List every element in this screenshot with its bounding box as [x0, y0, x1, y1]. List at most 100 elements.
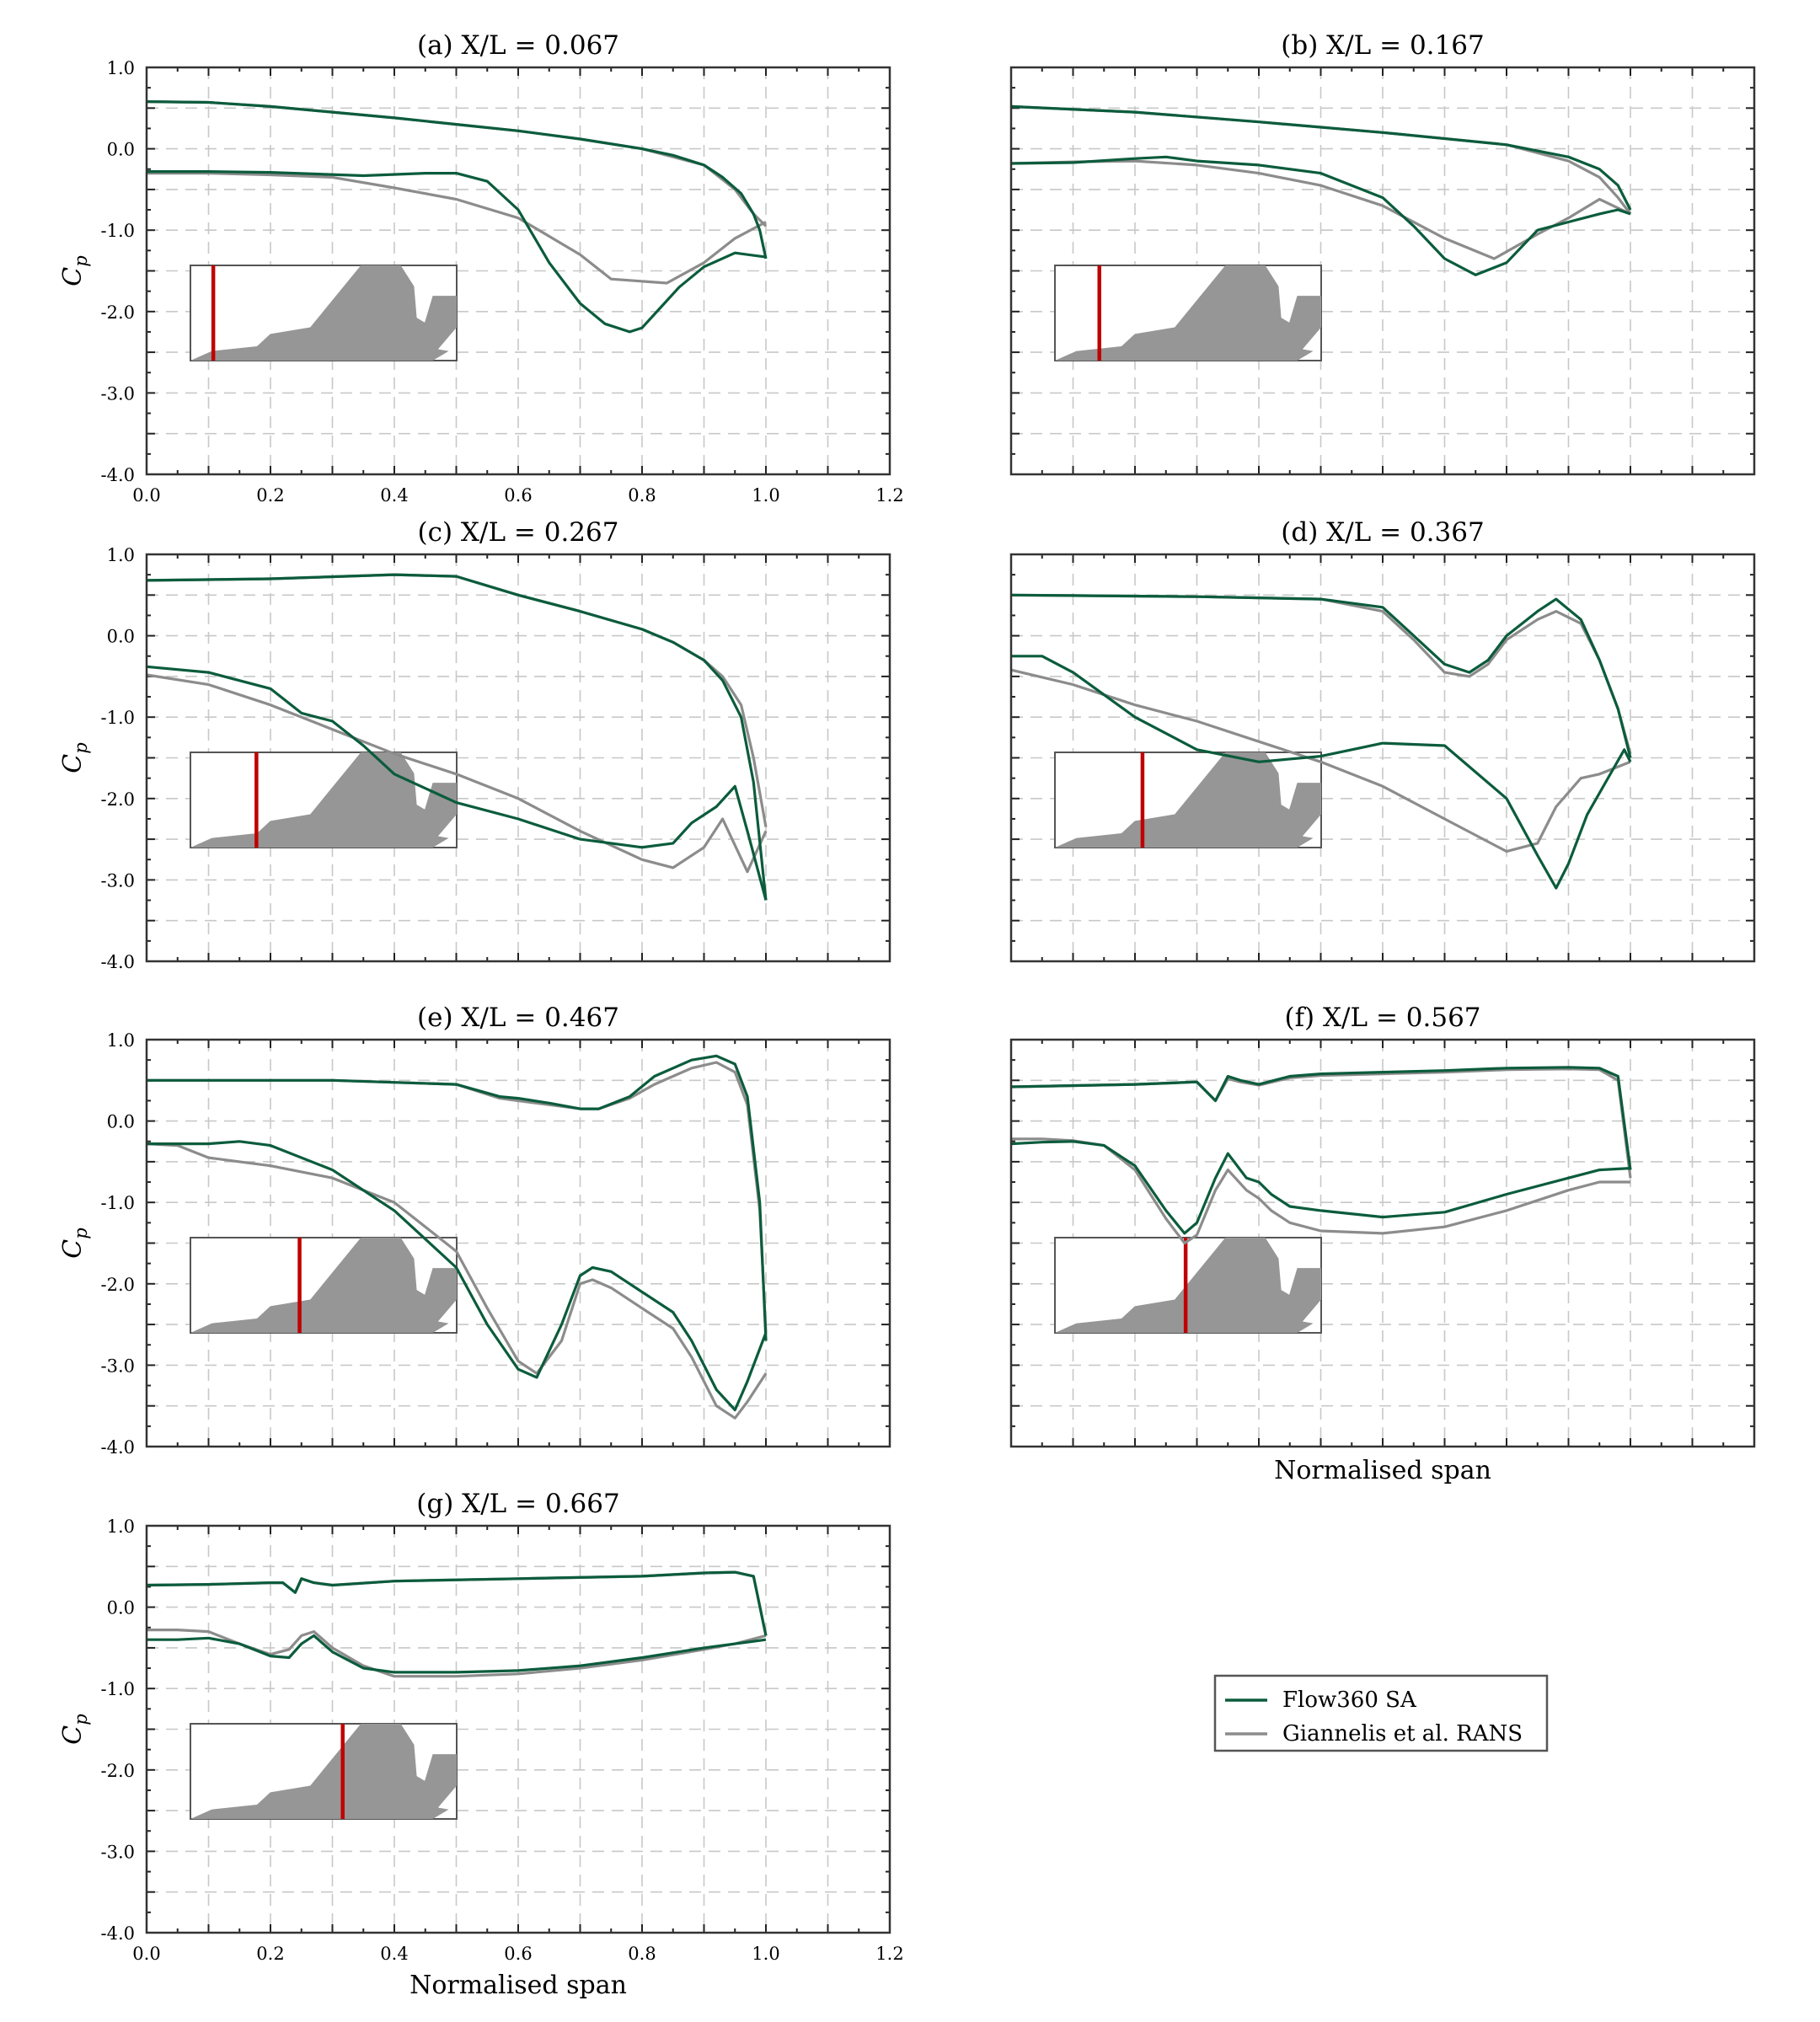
inset: [1054, 752, 1322, 848]
y-tick-label: -3.0: [101, 1842, 136, 1862]
panel-6: (f) X/L = 0.567 Normalised span: [1009, 1003, 1756, 1485]
series-line-flow360: [1010, 1066, 1632, 1170]
series-line-flow360: [147, 170, 767, 334]
y-tick-label: 0.0: [107, 627, 135, 647]
panel-title: (a) X/L = 0.067: [417, 30, 619, 61]
panel-title: (e) X/L = 0.467: [417, 1003, 619, 1033]
x-tick-label: 0.6: [504, 1944, 532, 1964]
plot-frame: [145, 66, 891, 476]
series-line-flow360: [146, 100, 768, 259]
x-tick-label: 1.2: [875, 1944, 903, 1964]
x-tick-label: 0.2: [256, 485, 284, 506]
x-axis-label: Normalised span: [1274, 1456, 1491, 1485]
y-tick-label: -2.0: [101, 302, 136, 323]
x-tick-label: 0.4: [380, 485, 408, 506]
panel-2: (b) X/L = 0.167: [1009, 30, 1756, 476]
plot-frame: [145, 553, 891, 963]
series-line-flow360: [147, 1054, 768, 1341]
y-tick-label: -4.0: [101, 1437, 136, 1458]
y-tick-label: -3.0: [101, 870, 136, 891]
y-axis-label: Cp: [58, 1714, 91, 1744]
panel-title: (d) X/L = 0.367: [1281, 517, 1484, 548]
panel-title: (b) X/L = 0.167: [1281, 30, 1484, 61]
y-tick-label: -1.0: [101, 221, 136, 241]
series-line-giannelis: [146, 1142, 768, 1420]
y-tick-label: 0.0: [107, 1598, 135, 1618]
y-tick-label: -2.0: [101, 1275, 136, 1295]
inset: [1054, 265, 1322, 361]
x-axis-label: Normalised span: [410, 1971, 627, 2000]
y-axis-label: Cp: [58, 1228, 91, 1258]
x-tick-label: 0.2: [256, 1944, 284, 1964]
panel-5: 1.0 0.0 -1.0 -2.0 -3.0 -4.0 (e) X/L = 0.467 Cp: [58, 1003, 891, 1458]
series-line-flow360: [147, 1140, 768, 1412]
inset: [190, 752, 458, 848]
inset-planform-shape: [1055, 752, 1321, 848]
series-line-flow360: [1010, 1140, 1631, 1235]
y-axis-label: Cp: [58, 255, 91, 286]
inset-planform-shape: [190, 1238, 457, 1333]
inset: [190, 1723, 458, 1820]
plot-frame: [145, 1524, 891, 1934]
inset-planform-shape: [190, 1724, 457, 1819]
series-line-flow360: [146, 665, 768, 901]
y-tick-label: -3.0: [101, 383, 136, 404]
inset-planform-shape: [1055, 1238, 1321, 1333]
legend-label-flow360: Flow360 SA: [1282, 1688, 1417, 1713]
plot-frame: [145, 1038, 891, 1448]
y-tick-label: -4.0: [101, 952, 136, 972]
y-tick-label: 1.0: [107, 545, 135, 565]
inset: [190, 265, 458, 361]
y-tick-label: 0.0: [107, 140, 135, 160]
y-tick-label: 1.0: [107, 58, 135, 78]
series-line-giannelis: [146, 673, 768, 874]
series-line-flow360: [146, 1570, 768, 1636]
plot-frame: [1009, 553, 1756, 963]
inset-planform-shape: [190, 752, 457, 848]
inset: [190, 1237, 458, 1334]
panel-4: (d) X/L = 0.367: [1009, 517, 1756, 963]
x-tick-label: 0.8: [628, 485, 656, 506]
series-line-flow360: [146, 573, 768, 901]
y-tick-label: -2.0: [101, 1761, 136, 1781]
inset-planform-shape: [1055, 265, 1321, 361]
series-line-flow360: [1010, 104, 1632, 211]
x-tick-label: 0.6: [504, 485, 532, 506]
y-axis-label: Cp: [58, 742, 91, 773]
legend-frame: [1213, 1674, 1549, 1752]
x-tick-label: 1.0: [752, 485, 779, 506]
y-tick-label: -4.0: [101, 1923, 136, 1944]
y-tick-label: -3.0: [101, 1356, 136, 1376]
y-tick-label: 1.0: [107, 1030, 135, 1051]
x-tick-label: 0.0: [132, 1944, 160, 1964]
series-line-giannelis: [147, 172, 767, 285]
plot-frame: [1009, 66, 1756, 476]
legend-label-giannelis: Giannelis et al. RANS: [1282, 1721, 1523, 1747]
x-tick-label: 0.8: [628, 1944, 656, 1964]
x-tick-label: 0.4: [380, 1944, 408, 1964]
y-tick-label: -2.0: [101, 789, 136, 810]
x-tick-label: 1.0: [752, 1944, 779, 1964]
series-line-flow360: [1010, 593, 1632, 758]
panels-group: 0.0 0.2 0.4 0.6 0.8 1.0 1.2 1.0 0.0 -1.0 -2.0 -3.0 -…: [58, 30, 1756, 2000]
plot-frame: [1009, 1038, 1756, 1448]
panel-title: (f) X/L = 0.567: [1284, 1003, 1480, 1033]
y-tick-label: -1.0: [101, 1193, 136, 1213]
panel-title: (g) X/L = 0.667: [416, 1489, 619, 1519]
y-tick-label: -1.0: [101, 708, 136, 728]
panel-3: 1.0 0.0 -1.0 -2.0 -3.0 -4.0 (c) X/L = 0.267 Cp: [58, 517, 891, 972]
series-line-flow360: [1010, 155, 1631, 276]
series-line-flow360: [1011, 655, 1632, 890]
y-tick-label: 1.0: [107, 1516, 135, 1537]
x-tick-label: 1.2: [875, 485, 903, 506]
y-tick-label: -4.0: [101, 465, 136, 485]
inset: [1054, 1237, 1322, 1334]
series-line-giannelis: [1010, 668, 1631, 853]
y-tick-label: -1.0: [101, 1679, 136, 1699]
y-tick-label: 0.0: [107, 1112, 135, 1132]
panel-title: (c) X/L = 0.267: [418, 517, 619, 548]
inset-planform-shape: [190, 265, 457, 361]
panel-7: 0.0 0.2 0.4 0.6 0.8 1.0 1.2 1.0 0.0 -1.0 -2.0 -3.0 -…: [58, 1489, 904, 2000]
series-line-giannelis: [1010, 159, 1631, 260]
